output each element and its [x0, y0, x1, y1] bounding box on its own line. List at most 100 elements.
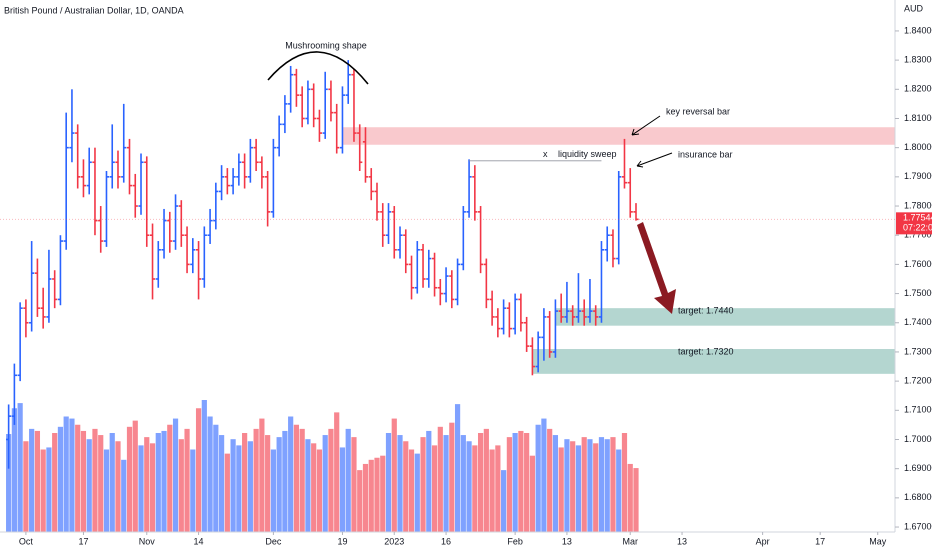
overlay: target: 1.7440 target: 1.7320 1.7754407:22…	[0, 149, 932, 356]
ohlc-bar	[414, 241, 420, 294]
x-tick-label: 2023	[384, 536, 404, 546]
volume-bar	[368, 459, 374, 532]
x-tick-label: 13	[562, 536, 572, 546]
volume-bar	[570, 441, 576, 532]
ohlc-bar	[322, 71, 328, 139]
volume-bar	[472, 445, 478, 532]
ohlc-bar	[501, 299, 507, 335]
ohlc-bar	[201, 226, 207, 288]
volume-bar	[184, 428, 190, 532]
volume-bar	[40, 449, 46, 532]
x-tick-label: Feb	[507, 536, 523, 546]
ohlc-bar	[69, 89, 75, 163]
ohlc-bar	[6, 404, 12, 469]
volume-bar	[495, 445, 501, 532]
ohlc-bar	[339, 86, 346, 154]
ohlc-bar	[374, 182, 380, 221]
y-tick-label: 1.73000	[904, 346, 932, 356]
ohlc-bar	[449, 270, 455, 309]
volume-bar	[616, 449, 622, 532]
ohlc-bar	[564, 281, 570, 323]
ohlc-bar	[144, 156, 150, 247]
ohlc-bar	[57, 235, 64, 306]
y-tick-label: 1.80000	[904, 142, 932, 152]
volume-bar	[109, 433, 115, 532]
ohlc-bar	[178, 200, 184, 247]
volume-bar	[431, 445, 438, 532]
ohlc-bar	[397, 226, 403, 259]
y-tick-label: 1.78000	[904, 200, 932, 210]
ohlc-bar	[385, 203, 392, 244]
volume-bar	[328, 428, 334, 532]
volume-bar	[75, 424, 81, 532]
ohlc-bar	[282, 95, 288, 134]
ohlc-bar	[541, 308, 547, 361]
ohlc-bar	[98, 206, 104, 253]
volume-bar	[311, 443, 317, 532]
ohlc-bar	[109, 124, 115, 189]
target-label: target: 1.7320	[678, 346, 734, 356]
volume-bar	[420, 437, 426, 532]
ohlc-bar	[17, 302, 23, 382]
ohlc-bar	[408, 255, 415, 300]
volume-bar	[408, 449, 415, 532]
ohlc-bar	[368, 168, 374, 201]
ohlc-bar	[259, 156, 265, 189]
volume-bar	[414, 453, 420, 532]
volume-bar	[357, 470, 363, 532]
liquidity-label: liquidity sweep	[558, 149, 617, 159]
volume-bar	[86, 439, 92, 532]
volume-bar	[564, 439, 570, 532]
volume-bar	[265, 435, 271, 532]
volume-bar	[403, 441, 409, 532]
volume-bar	[144, 437, 150, 532]
volume-bar	[138, 445, 144, 532]
insurance-arrow	[636, 152, 673, 168]
volume-bar	[230, 439, 236, 532]
volume-bar	[454, 404, 461, 532]
ohlc-bar	[276, 115, 282, 157]
ohlc-bar	[23, 299, 29, 338]
ohlc-bar	[334, 103, 340, 154]
x-tick-label: Apr	[756, 536, 770, 546]
ohlc-bar	[155, 241, 161, 288]
volume-bar	[288, 416, 294, 532]
volume-bar	[316, 449, 323, 532]
volume-bar	[46, 447, 52, 532]
x-tick-label: May	[869, 536, 887, 546]
ohlc-bar	[351, 68, 357, 142]
ohlc-bar	[218, 165, 225, 201]
volume-bar	[489, 449, 495, 532]
ohlc-bar	[75, 124, 81, 189]
ohlc-bar	[184, 226, 190, 274]
y-tick-label: 1.67000	[904, 521, 932, 531]
ohlc-bar	[512, 293, 518, 335]
volume-bar	[587, 439, 593, 532]
ohlc-bar	[161, 208, 167, 259]
volume-bar	[92, 428, 98, 532]
volume-bar	[121, 459, 127, 532]
ohlc-bar	[224, 168, 230, 195]
zones	[342, 127, 895, 374]
volume-bar	[236, 445, 242, 532]
volume-bar	[535, 424, 541, 532]
y-tick-label: 1.70000	[904, 434, 932, 444]
ohlc-bar	[403, 229, 409, 274]
volume-bar	[466, 441, 472, 532]
volume-bar	[69, 418, 75, 532]
volume-bar	[541, 418, 547, 532]
ohlc-bar	[288, 65, 294, 113]
ohlc-bar	[328, 80, 334, 122]
key-reversal-arrow	[631, 115, 661, 136]
volume-bar	[512, 433, 518, 532]
ohlc-bar	[466, 159, 472, 218]
ohlc-bar	[213, 182, 219, 230]
volume-bar	[627, 463, 633, 532]
volume-bar	[552, 435, 559, 532]
x-tick-label: Mar	[622, 536, 638, 546]
volume-bar	[213, 424, 219, 532]
ohlc-bar	[437, 278, 443, 306]
volume-bar	[11, 408, 17, 532]
ohlc-bar	[132, 173, 138, 218]
ohlc-bar	[270, 138, 276, 218]
